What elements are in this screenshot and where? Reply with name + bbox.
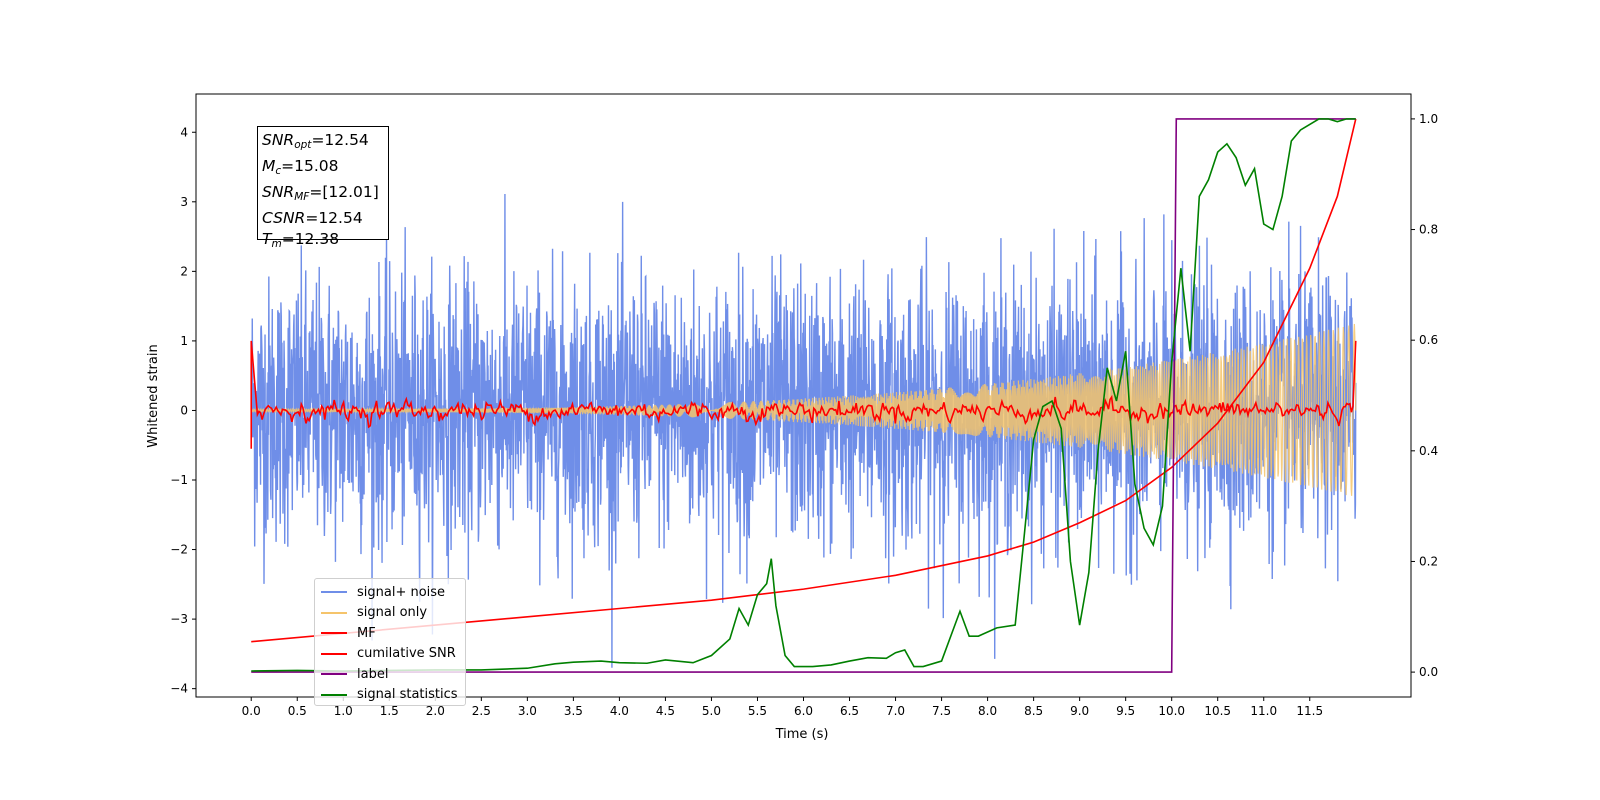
x-tick-label: 2.5 <box>472 704 491 718</box>
y-axis-right-ticks: 1.0 0.8 0.6 0.4 0.2 0.0 <box>1411 112 1438 679</box>
legend-swatch <box>321 693 347 696</box>
x-tick-label: 4.0 <box>610 704 629 718</box>
x-tick-label: 2.0 <box>426 704 445 718</box>
x-tick-label: 11.5 <box>1296 704 1323 718</box>
x-tick-label: 4.5 <box>656 704 675 718</box>
x-tick-label: 3.0 <box>518 704 537 718</box>
legend-item: MF <box>321 623 465 644</box>
y-axis-left-ticks: 4 3 2 1 0 −1 −2 −3 −4 <box>170 125 196 696</box>
y-left-tick-label: 3 <box>180 195 188 209</box>
signal-noise-line <box>250 194 1357 668</box>
y-right-tick-label: 0.6 <box>1419 333 1438 347</box>
legend-swatch <box>321 591 347 594</box>
y-left-tick-label: −1 <box>170 473 188 487</box>
x-tick-label: 5.5 <box>748 704 767 718</box>
x-axis-ticks: 0.0 0.5 1.0 1.5 2.0 2.5 3.0 3.5 4.0 4.5 5.0 5.5 6.0 6… <box>242 697 1323 718</box>
y-right-tick-label: 0.4 <box>1419 444 1438 458</box>
legend-swatch <box>321 652 347 655</box>
legend-item: signal statistics <box>321 685 465 706</box>
snr-mf-line: SNRMF=[12.01] <box>262 183 379 203</box>
snr-opt-line: SNRopt=12.54 <box>262 131 369 151</box>
y-right-tick-label: 1.0 <box>1419 112 1438 126</box>
x-tick-label: 6.5 <box>840 704 859 718</box>
legend: signal+ noise signal only MF cumilative … <box>314 578 466 706</box>
legend-item: signal only <box>321 603 465 624</box>
legend-swatch <box>321 673 347 676</box>
x-tick-label: 11.0 <box>1250 704 1277 718</box>
x-tick-label: 0.0 <box>242 704 261 718</box>
label-line <box>251 118 1356 673</box>
mf-line <box>250 340 1357 449</box>
x-tick-label: 1.5 <box>380 704 399 718</box>
legend-item: signal+ noise <box>321 582 465 603</box>
y-left-tick-label: −2 <box>170 543 188 557</box>
x-tick-label: 1.0 <box>334 704 353 718</box>
y-axis-left-title: Whitened strain <box>146 344 161 447</box>
series-lines-layer <box>250 118 1357 673</box>
signal-statistics-line <box>251 118 1356 672</box>
cumulative-snr-line <box>251 118 1357 643</box>
y-right-tick-label: 0.2 <box>1419 554 1438 568</box>
legend-item: cumilative SNR <box>321 644 465 665</box>
y-right-tick-label: 0.8 <box>1419 223 1438 237</box>
csnr-line: CSNR=12.54 <box>262 209 363 227</box>
x-tick-label: 10.0 <box>1158 704 1185 718</box>
y-left-tick-label: 1 <box>180 334 188 348</box>
signal-noise-layer <box>250 194 1357 668</box>
x-tick-label: 0.5 <box>288 704 307 718</box>
x-tick-label: 3.5 <box>564 704 583 718</box>
y-left-tick-label: 4 <box>180 125 188 139</box>
legend-swatch <box>321 632 347 635</box>
x-tick-label: 9.0 <box>1070 704 1089 718</box>
legend-swatch <box>321 611 347 614</box>
stats-info-box: SNRopt=12.54 Mc=15.08 SNRMF=[12.01] CSNR… <box>257 126 389 250</box>
x-tick-label: 8.5 <box>1024 704 1043 718</box>
y-left-tick-label: 2 <box>180 264 188 278</box>
mc-line: Mc=15.08 <box>262 157 339 177</box>
y-right-tick-label: 0.0 <box>1419 665 1438 679</box>
tm-line: Tm=12.38 <box>262 230 340 250</box>
x-tick-label: 6.0 <box>794 704 813 718</box>
x-axis-title: Time (s) <box>775 727 829 742</box>
x-tick-label: 8.0 <box>978 704 997 718</box>
x-tick-label: 10.5 <box>1204 704 1231 718</box>
y-left-tick-label: 0 <box>180 403 188 417</box>
y-left-tick-label: −4 <box>170 682 188 696</box>
legend-item: label <box>321 664 465 685</box>
x-tick-label: 7.5 <box>932 704 951 718</box>
x-tick-label: 9.5 <box>1116 704 1135 718</box>
x-tick-label: 5.0 <box>702 704 721 718</box>
y-left-tick-label: −3 <box>170 612 188 626</box>
x-tick-label: 7.0 <box>886 704 905 718</box>
